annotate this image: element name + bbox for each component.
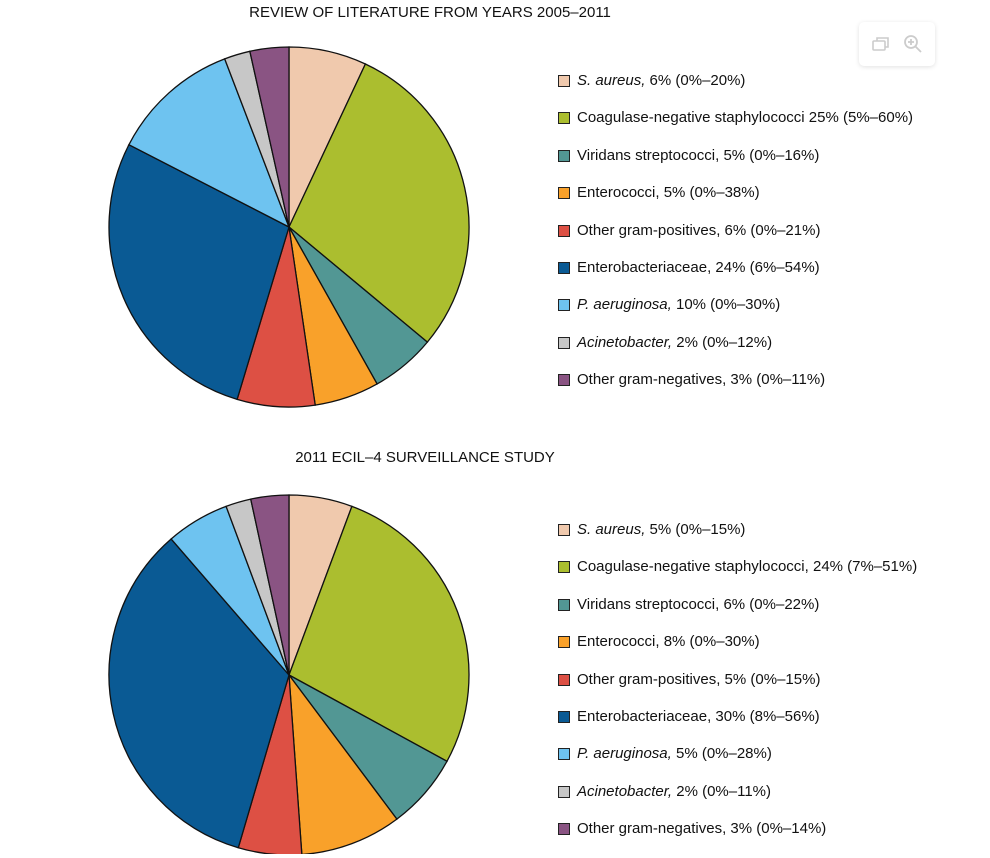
- legend-label-value: 6% (0%–21%): [720, 221, 821, 239]
- legend-swatch: [558, 710, 570, 723]
- legend-item: Viridans streptococci, 6% (0%–22%): [558, 596, 917, 633]
- legend-label-name: Acinetobacter,: [577, 782, 673, 800]
- legend-label-value: 10% (0%–30%): [671, 296, 781, 314]
- pie-chart-literature: [108, 46, 470, 408]
- figure-toolbar: [859, 22, 935, 66]
- chart-title-1: REVIEW OF LITERATURE FROM YEARS 2005–201…: [249, 4, 611, 21]
- legend-swatch: [558, 75, 570, 87]
- pie-slice: [288, 505, 470, 763]
- legend-label-value: 6% (0%–20%): [645, 72, 746, 89]
- legend-label-name: Viridans streptococci,: [577, 595, 720, 613]
- legend-swatch: [558, 149, 570, 162]
- chart-title-2: 2011 ECIL–4 SURVEILLANCE STUDY: [295, 449, 555, 466]
- legend-swatch: [558, 823, 570, 836]
- legend-label-value: 3% (0%–14%): [726, 820, 827, 838]
- legend-label-value: 5% (0%–28%): [671, 745, 772, 763]
- zoom-in-icon[interactable]: [902, 33, 924, 55]
- legend-label-name: S. aureus,: [577, 72, 646, 89]
- legend-item: Acinetobacter, 2% (0%–11%): [558, 783, 917, 820]
- legend-label-name: Enterobacteriaceae,: [577, 258, 712, 276]
- legend-item: P. aeruginosa, 10% (0%–30%): [558, 296, 913, 333]
- legend-item: Other gram-positives, 5% (0%–15%): [558, 671, 917, 708]
- legend-label-name: Enterococci,: [577, 184, 660, 202]
- legend-label-name: S. aureus,: [577, 521, 646, 538]
- legend-label-value: 5% (0%–15%): [720, 670, 821, 688]
- legend-swatch: [558, 261, 570, 274]
- pie-slice: [108, 143, 290, 401]
- legend-item: Other gram-positives, 6% (0%–21%): [558, 222, 913, 259]
- legend-label-value: 2% (0%–11%): [672, 782, 771, 800]
- legend-item: Enterococci, 8% (0%–30%): [558, 633, 917, 670]
- pie-slice: [249, 494, 290, 676]
- legend-swatch: [558, 524, 570, 536]
- legend-label-value: 3% (0%–11%): [726, 371, 826, 389]
- pie-slice: [128, 58, 291, 229]
- legend-label-name: Other gram-negatives,: [577, 820, 727, 838]
- legend-label-value: 5% (0%–15%): [645, 521, 746, 538]
- copy-icon[interactable]: [870, 33, 892, 55]
- legend-label-value: 24% (6%–54%): [711, 258, 820, 276]
- legend-label-name: P. aeruginosa,: [577, 745, 672, 763]
- legend-swatch: [558, 598, 570, 611]
- legend-label-name: Other gram-negatives,: [577, 371, 727, 389]
- legend-label-value: 25% (5%–60%): [804, 109, 914, 127]
- legend-swatch: [558, 336, 570, 349]
- legend-label-name: Other gram-positives,: [577, 221, 721, 239]
- legend-label-value: 24% (7%–51%): [808, 558, 918, 576]
- legend-item: Enterobacteriaceae, 24% (6%–54%): [558, 259, 913, 296]
- legend-swatch: [558, 374, 570, 387]
- legend-item: Coagulase-negative staphylococci 25% (5%…: [558, 109, 913, 146]
- legend-label-name: Coagulase-negative staphylococci,: [577, 558, 809, 576]
- legend-label-name: Enterobacteriaceae,: [577, 707, 712, 725]
- legend-label-value: 2% (0%–12%): [672, 333, 773, 351]
- legend-swatch: [558, 748, 570, 761]
- legend-item: Other gram-negatives, 3% (0%–11%): [558, 371, 913, 408]
- legend-label-value: 6% (0%–22%): [719, 595, 820, 613]
- legend-item: Coagulase-negative staphylococci, 24% (7…: [558, 558, 917, 595]
- legend-swatch: [558, 636, 570, 649]
- pie-slice: [288, 63, 470, 344]
- legend-ecil4: S. aureus, 5% (0%–15%) Coagulase-negative…: [558, 521, 917, 858]
- legend-item: Acinetobacter, 2% (0%–12%): [558, 334, 913, 371]
- legend-label-value: 8% (0%–30%): [659, 633, 760, 651]
- legend-label-name: Enterococci,: [577, 633, 660, 651]
- pie-slice: [288, 672, 398, 854]
- legend-item: Enterobacteriaceae, 30% (8%–56%): [558, 708, 917, 745]
- legend-label-value: 30% (8%–56%): [711, 707, 820, 725]
- legend-item: P. aeruginosa, 5% (0%–28%): [558, 745, 917, 782]
- legend-label-name: Viridans streptococci,: [577, 146, 720, 164]
- legend-item: Viridans streptococci, 5% (0%–16%): [558, 147, 913, 184]
- legend-swatch: [558, 561, 570, 574]
- legend-label-name: Other gram-positives,: [577, 670, 721, 688]
- legend-item: S. aureus, 6% (0%–20%): [558, 72, 913, 109]
- legend-item: S. aureus, 5% (0%–15%): [558, 521, 917, 558]
- legend-swatch: [558, 785, 570, 798]
- legend-label-value: 5% (0%–38%): [659, 184, 760, 202]
- legend-swatch: [558, 224, 570, 237]
- legend-label-name: Acinetobacter,: [577, 333, 673, 351]
- legend-item: Other gram-negatives, 3% (0%–14%): [558, 820, 917, 857]
- pie-slice: [108, 538, 290, 849]
- legend-label-name: Coagulase-negative staphylococci: [577, 109, 805, 127]
- legend-literature: S. aureus, 6% (0%–20%) Coagulase-negative…: [558, 72, 913, 409]
- legend-swatch: [558, 112, 570, 125]
- legend-label-value: 5% (0%–16%): [719, 146, 820, 164]
- legend-swatch: [558, 299, 570, 312]
- legend-swatch: [558, 673, 570, 686]
- legend-label-name: P. aeruginosa,: [577, 296, 672, 314]
- legend-item: Enterococci, 5% (0%–38%): [558, 184, 913, 221]
- legend-swatch: [558, 187, 570, 200]
- pie-slice: [249, 46, 290, 228]
- pie-chart-ecil4: [108, 494, 470, 854]
